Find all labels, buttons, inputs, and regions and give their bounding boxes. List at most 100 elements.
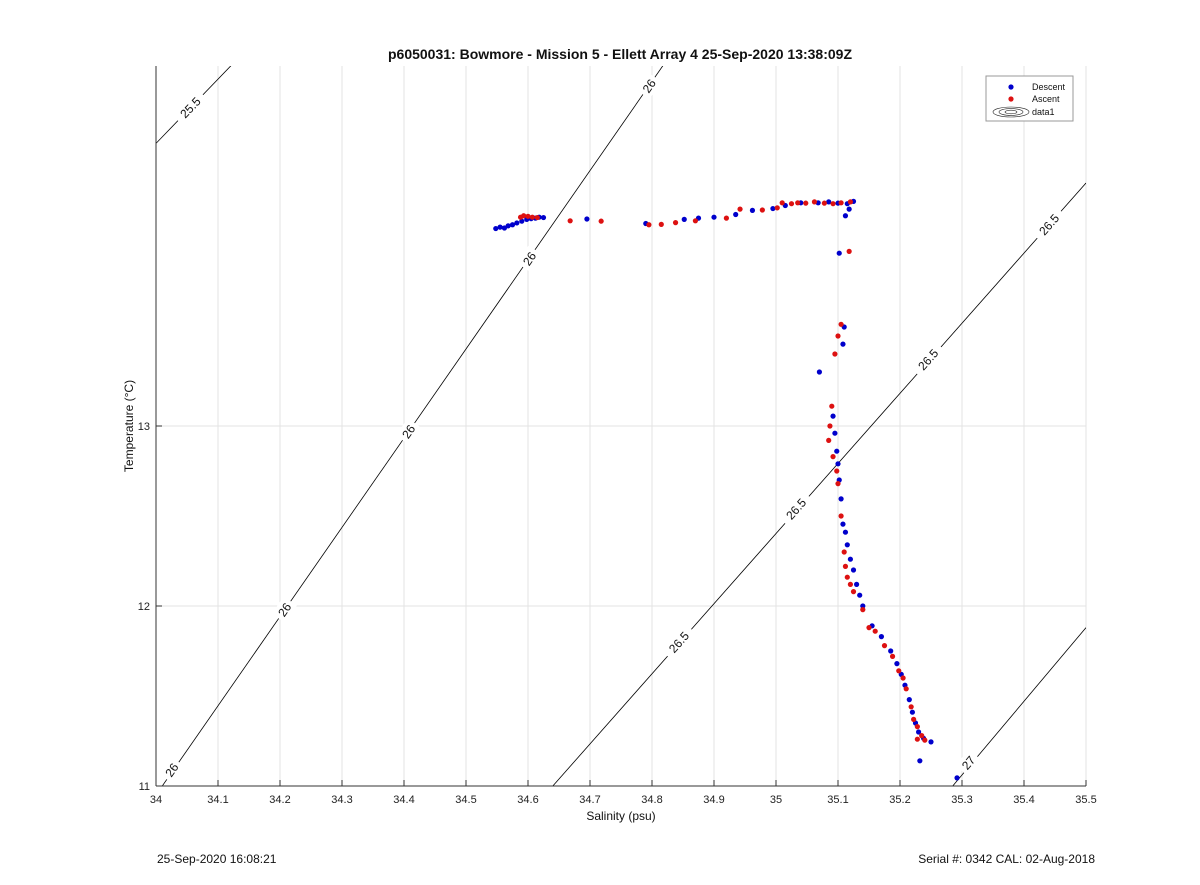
point-descent: [954, 775, 960, 781]
contour-label-bg: [1030, 205, 1067, 244]
point-descent: [493, 225, 499, 232]
point-descent: [840, 521, 846, 527]
point-ascent: [672, 220, 679, 226]
x-tick-label: 34.1: [207, 794, 228, 806]
x-axis-label: Salinity (psu): [586, 809, 655, 823]
legend-marker-contour: [992, 106, 1030, 118]
point-ascent: [846, 248, 852, 254]
point-ascent: [835, 333, 841, 339]
point-descent: [854, 581, 860, 588]
point-ascent: [841, 549, 847, 555]
legend-label-descent: Descent: [1032, 82, 1066, 92]
point-descent: [836, 250, 842, 256]
contour-label-bg: [777, 490, 814, 528]
point-ascent: [598, 218, 604, 224]
point-ascent: [826, 437, 832, 443]
point-ascent: [847, 581, 854, 588]
point-descent: [816, 369, 823, 375]
contour-label-group: 26: [271, 596, 297, 623]
point-ascent: [737, 206, 743, 212]
point-descent: [842, 529, 849, 535]
point-ascent: [900, 675, 906, 681]
point-descent: [505, 223, 511, 229]
legend-label-ascent: Ascent: [1032, 94, 1060, 104]
x-tick-label: 35.3: [951, 794, 972, 806]
point-descent: [681, 216, 687, 222]
contour-line-25.5: [156, 66, 232, 144]
point-descent: [840, 341, 846, 347]
contour-line-26.5: [552, 182, 1086, 786]
point-descent: [846, 206, 852, 212]
contour-label-bg: [271, 596, 297, 623]
contour-label-group: 26: [516, 245, 542, 272]
grid-lines: [155, 66, 1087, 787]
point-descent: [844, 542, 850, 548]
x-tick-label: 34.4: [393, 794, 414, 806]
contour-label-group: 27: [955, 749, 982, 776]
point-ascent: [838, 200, 844, 206]
point-descent: [842, 213, 849, 219]
contour-label-group: 26.5: [777, 490, 814, 528]
point-descent: [770, 205, 776, 212]
point-ascent: [829, 403, 835, 409]
contour-label-bg: [660, 623, 697, 661]
x-tick-label: 35.1: [827, 794, 848, 806]
point-ascent: [844, 574, 850, 580]
point-ascent: [811, 199, 818, 205]
point-ascent: [842, 563, 849, 570]
point-descent: [916, 729, 922, 735]
point-ascent: [838, 321, 844, 327]
point-ascent: [850, 589, 857, 595]
point-ascent: [830, 201, 836, 207]
contour-label-group: 26: [636, 72, 662, 99]
x-tick-label: 35: [770, 794, 782, 806]
point-ascent: [896, 668, 902, 674]
point-ascent: [860, 607, 866, 613]
point-descent: [514, 220, 520, 226]
contour-label-group: 26: [395, 418, 421, 445]
x-tick-label: 34.9: [703, 794, 724, 806]
point-descent: [847, 556, 854, 562]
point-descent: [835, 461, 841, 467]
x-tick-label: 35.2: [889, 794, 910, 806]
point-ascent: [795, 200, 801, 206]
point-ascent: [881, 643, 888, 649]
axes: 34 34.1 34.2 34.3 34.4 34.5 34.6 34.7 34.8 34.9 35…: [138, 66, 1097, 806]
point-descent: [909, 709, 916, 715]
legend-marker-ascent: [1008, 96, 1014, 102]
point-ascent: [821, 200, 827, 206]
point-descent: [928, 739, 934, 745]
point-descent: [584, 216, 590, 222]
point-ascent: [803, 200, 809, 206]
point-descent: [711, 214, 717, 220]
point-ascent: [903, 686, 909, 692]
point-ascent: [838, 513, 844, 519]
point-ascent: [779, 200, 785, 206]
y-tick-label: 12: [138, 601, 150, 613]
contour-label-group: 26.5: [660, 623, 697, 661]
density-contours: 25.525.526262626262626.526.526.526.527: [156, 66, 1086, 786]
point-ascent: [759, 207, 765, 213]
point-ascent: [914, 736, 920, 742]
point-descent: [497, 224, 503, 230]
point-ascent: [922, 737, 928, 743]
point-descent: [832, 430, 838, 436]
x-tick-label: 35.5: [1075, 794, 1096, 806]
point-descent: [509, 222, 516, 228]
point-descent: [894, 661, 900, 667]
point-descent: [850, 567, 857, 573]
point-descent: [917, 758, 923, 764]
point-descent: [878, 634, 885, 640]
point-ascent: [646, 222, 652, 228]
x-tick-label: 34: [150, 794, 162, 806]
point-ascent: [525, 213, 531, 219]
point-ascent: [908, 704, 914, 710]
point-ascent: [521, 213, 527, 219]
point-ascent: [692, 218, 699, 224]
point-ascent: [847, 199, 854, 205]
point-ascent: [866, 625, 872, 631]
chart-title: p6050031: Bowmore - Mission 5 - Ellett A…: [388, 46, 852, 62]
point-ascent: [723, 215, 730, 221]
contour-label-bg: [158, 756, 185, 783]
contour-label-bg: [909, 340, 946, 379]
